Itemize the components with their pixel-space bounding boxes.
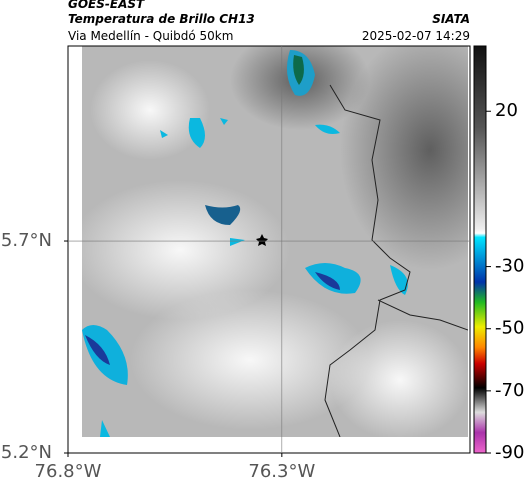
x-tick-label: 76.3°W bbox=[248, 461, 315, 482]
source: SIATA bbox=[432, 12, 470, 26]
x-tick-label: 76.8°W bbox=[35, 461, 102, 482]
satellite-image bbox=[82, 46, 468, 437]
location-star bbox=[256, 234, 268, 246]
colorbar-tick-label: -70 bbox=[495, 380, 524, 401]
colorbar-tick-label: -30 bbox=[495, 256, 524, 277]
map-frame bbox=[67, 45, 471, 454]
colorbar-tick-label: -90 bbox=[495, 442, 524, 463]
title: GOES-EAST bbox=[68, 0, 145, 11]
subtitle: Temperatura de Brillo CH13 bbox=[68, 12, 255, 26]
timestamp: 2025-02-07 14:29 bbox=[362, 29, 470, 43]
y-tick-label: 5.2°N bbox=[1, 442, 52, 463]
colorbar-tick-label: 20 bbox=[495, 100, 518, 121]
colorbar bbox=[473, 45, 487, 454]
colorbar-tick-label: -50 bbox=[495, 318, 524, 339]
location: Via Medellín - Quibdó 50km bbox=[68, 29, 233, 43]
y-tick-label: 5.7°N bbox=[1, 230, 52, 251]
